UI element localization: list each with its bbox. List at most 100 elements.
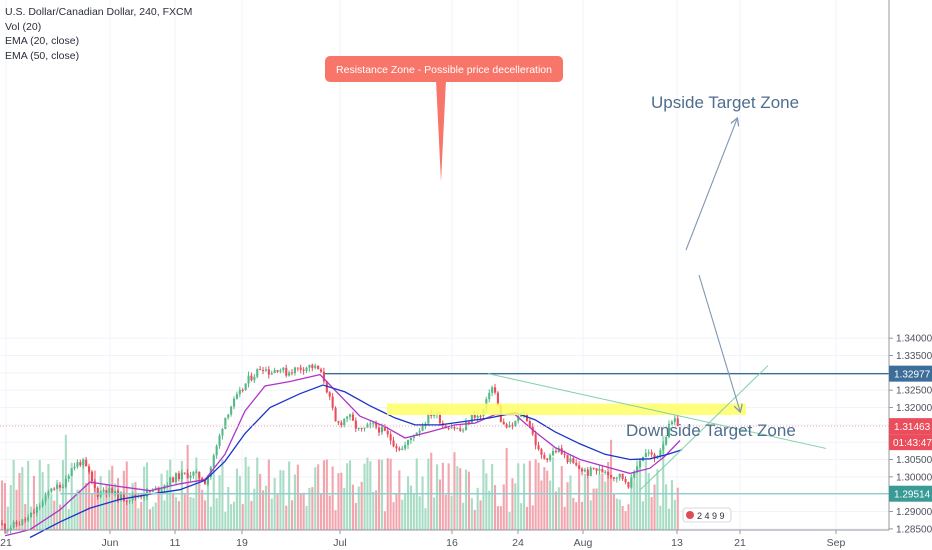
candle-body <box>343 418 346 425</box>
candle-body <box>259 369 262 371</box>
volume-bar <box>90 494 93 530</box>
volume-bar <box>293 474 296 530</box>
candle-body <box>627 482 630 488</box>
candle-body <box>218 435 221 446</box>
candle-body <box>21 519 24 525</box>
candle-body <box>488 392 491 400</box>
candle-body <box>647 452 650 454</box>
candle-body <box>653 454 656 459</box>
volume-bar <box>409 485 412 530</box>
candle-body <box>82 459 85 466</box>
volume-bar <box>375 490 378 530</box>
volume-bar <box>511 478 514 530</box>
volume-bar <box>96 491 99 530</box>
volume-bar <box>305 505 308 530</box>
volume-bar <box>502 484 505 530</box>
volume-bar <box>76 489 79 530</box>
volume-bar <box>21 467 24 530</box>
volume-bar <box>662 435 665 530</box>
volume-bar <box>433 497 436 530</box>
candle-body <box>134 494 137 497</box>
volume-bar <box>331 466 334 530</box>
volume-bar <box>9 485 12 530</box>
volume-bar <box>465 469 468 530</box>
candle-body <box>334 407 337 422</box>
candle-body <box>320 369 323 372</box>
volume-bar <box>119 491 122 530</box>
volume-bar <box>296 464 299 530</box>
candle-body <box>273 370 276 374</box>
candle-body <box>552 451 555 456</box>
volume-bar <box>540 480 543 530</box>
volume-bar <box>412 494 415 530</box>
volume-bar <box>215 498 218 530</box>
candle-body <box>412 435 415 438</box>
volume-bar <box>235 468 238 530</box>
volume-bar <box>505 448 508 530</box>
candle-body <box>125 500 128 502</box>
events-badge-bg <box>682 507 732 523</box>
candle-body <box>563 454 566 456</box>
volume-bar <box>491 464 494 530</box>
volume-bar <box>592 488 595 530</box>
candle-body <box>470 414 473 423</box>
volume-bar <box>453 452 456 530</box>
volume-bar <box>204 500 207 530</box>
candle-body <box>592 467 595 469</box>
volume-bar <box>450 495 453 530</box>
volume-bar <box>59 504 62 530</box>
volume-bar <box>598 474 601 530</box>
ema20-line <box>4 373 681 537</box>
volume-bar <box>102 489 105 530</box>
candle-body <box>114 490 117 494</box>
volume-bar <box>163 500 166 530</box>
candle-body <box>18 524 21 526</box>
volume-bar <box>88 469 91 530</box>
volume-bar <box>459 468 462 530</box>
volume-bar <box>320 494 323 530</box>
volume-bar <box>627 504 630 530</box>
candle-body <box>3 524 6 531</box>
candle-body <box>177 473 180 480</box>
volume-bar <box>108 470 111 530</box>
candle-body <box>53 488 56 490</box>
candle-body <box>151 489 154 492</box>
candle-body <box>253 376 256 381</box>
volume-bar <box>438 479 441 530</box>
candle-body <box>676 418 679 427</box>
candle-body <box>175 473 178 483</box>
candle-body <box>50 488 53 492</box>
volume-bar <box>38 460 41 530</box>
candle-body <box>12 521 15 528</box>
volume-bar <box>612 493 615 530</box>
volume-bar <box>337 473 340 530</box>
volume-bar <box>636 460 639 530</box>
volume-bar <box>131 483 134 530</box>
candle-body <box>546 458 549 461</box>
x-tick-label: Jul <box>333 537 346 549</box>
volume-bar <box>581 501 584 530</box>
volume-bar <box>151 506 154 530</box>
volume-bar <box>485 473 488 530</box>
volume-bar <box>372 492 375 530</box>
volume-bar <box>395 494 398 530</box>
candle-body <box>357 427 360 429</box>
candle-body <box>198 471 201 478</box>
volume-bar <box>285 505 288 530</box>
candle-body <box>670 421 673 424</box>
volume-bar <box>508 511 511 530</box>
candle-body <box>583 469 586 472</box>
volume-bar <box>201 489 204 530</box>
volume-bar <box>549 480 552 530</box>
candle-body <box>496 392 499 406</box>
volume-bar <box>470 498 473 530</box>
candle-body <box>354 420 357 429</box>
volume-bar <box>166 470 169 530</box>
volume-bar <box>578 467 581 530</box>
volume-bar <box>35 510 38 530</box>
volume-bar <box>554 491 557 530</box>
volume-bar <box>633 481 636 530</box>
candle-body <box>296 367 299 369</box>
candle-body <box>479 415 482 417</box>
